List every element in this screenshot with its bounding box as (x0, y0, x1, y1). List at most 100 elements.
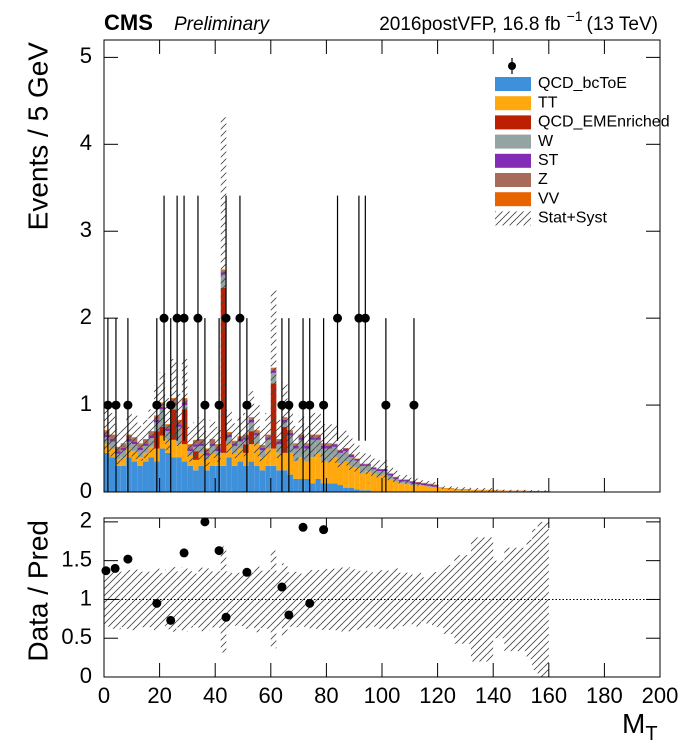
stack-segment (231, 465, 238, 492)
main-panel: 0 1 2 3 4 5 (80, 39, 661, 503)
data-point (200, 400, 210, 410)
stack-segment (415, 485, 421, 492)
y-axis-title: Events / 5 GeV (22, 42, 53, 231)
ratio-point (298, 522, 308, 532)
stack-segment (204, 470, 210, 492)
uncertainty-band (254, 404, 260, 457)
ratio-uncertainty-band (432, 572, 438, 627)
uncertainty-band (231, 423, 238, 459)
stack-segment (243, 452, 249, 466)
uncertainty-band (142, 419, 149, 459)
uncertainty-band (270, 289, 277, 446)
stack-segment (137, 457, 143, 466)
y-tick-label: 5 (80, 43, 92, 68)
uncertainty-band (192, 422, 199, 458)
stack-segment (309, 483, 316, 492)
uncertainty-band (265, 412, 271, 457)
stack-segment (220, 465, 227, 492)
stack-segment (198, 465, 205, 492)
x-tick-label: 100 (364, 683, 401, 708)
data-point (319, 400, 329, 410)
ratio-uncertainty-band (120, 571, 127, 628)
ratio-point (101, 566, 111, 576)
stack-segment (359, 472, 366, 491)
uncertainty-band (287, 408, 294, 453)
legend-swatch (495, 115, 531, 130)
ratio-point (152, 598, 162, 608)
ratio-uncertainty-band (270, 550, 277, 649)
uncertainty-band (470, 488, 477, 492)
legend: QCD_bcToE TT QCD_EMEnriched W ST Z VV Stat+Syst (495, 58, 670, 227)
uncertainty-band (498, 489, 505, 492)
stack-segment (259, 470, 266, 492)
uncertainty-band (115, 429, 121, 465)
uncertainty-band (131, 415, 138, 459)
x-tick-label: 80 (314, 683, 338, 708)
ratio-uncertainty-band (521, 547, 527, 652)
uncertainty-band (120, 425, 127, 461)
stack-segment (409, 485, 416, 492)
data-point (360, 313, 370, 323)
legend-swatch (495, 96, 531, 111)
stack-segment (176, 444, 182, 458)
stack-segment (343, 461, 349, 488)
stack-segment (248, 461, 255, 492)
ratio-uncertainty-band (470, 537, 477, 662)
ratio-uncertainty-band (281, 563, 288, 636)
stack-segment (354, 489, 360, 492)
uncertainty-band (331, 424, 338, 463)
ratio-uncertainty-band (304, 571, 310, 628)
stack-segment (265, 448, 271, 466)
ratio-uncertainty-band (243, 570, 249, 629)
y-tick-label: 2 (80, 304, 92, 329)
legend-label: TT (538, 94, 558, 111)
data-point (221, 313, 231, 323)
ratio-uncertainty-band (148, 571, 155, 628)
stack-segment (248, 444, 255, 462)
ratio-y-tick-label: 2 (80, 508, 92, 533)
stack-segment (209, 452, 216, 466)
ratio-point (221, 612, 231, 622)
uncertainty-band (281, 382, 288, 453)
ratio-uncertainty-band (404, 572, 410, 627)
ratio-y-tick-label: 0.5 (61, 624, 92, 649)
ratio-uncertainty-band (265, 570, 271, 629)
legend-label: VV (538, 190, 560, 207)
uncertainty-band (443, 486, 449, 490)
uncertainty-band (382, 460, 388, 478)
ratio-uncertainty-band (142, 571, 149, 628)
stack-segment (420, 485, 427, 492)
data-point (166, 400, 176, 410)
legend-swatch (495, 134, 531, 149)
stack-segment (287, 452, 294, 475)
stack-segment (337, 463, 344, 486)
stack-segment (265, 465, 271, 492)
ratio-uncertainty-band (237, 572, 243, 627)
ratio-uncertainty-band (415, 572, 421, 627)
uncertainty-band (509, 489, 516, 492)
uncertainty-band (187, 426, 193, 462)
x-tick-label: 0 (98, 683, 110, 708)
uncertainty-band (487, 488, 494, 492)
stack-segment (315, 478, 321, 492)
stack-segment (170, 439, 177, 458)
stack-segment (331, 483, 338, 492)
stack-segment (137, 465, 143, 492)
cms-label: CMS (104, 10, 153, 35)
uncertainty-band (248, 391, 255, 444)
stack-segment (181, 444, 188, 462)
uncertainty-band (359, 453, 366, 475)
stack-segment (359, 490, 366, 492)
data-point (152, 400, 162, 410)
stack-segment (326, 461, 332, 484)
stack-segment (209, 465, 216, 492)
stack-segment (115, 465, 121, 492)
ratio-point (284, 610, 294, 620)
legend-data-marker (508, 62, 516, 70)
x-axis-title-main: M (622, 708, 645, 739)
ratio-point (277, 582, 287, 592)
y-tick-label: 3 (80, 217, 92, 242)
stack-segment (176, 457, 182, 492)
uncertainty-band (432, 482, 438, 488)
stack-segment (287, 474, 294, 492)
